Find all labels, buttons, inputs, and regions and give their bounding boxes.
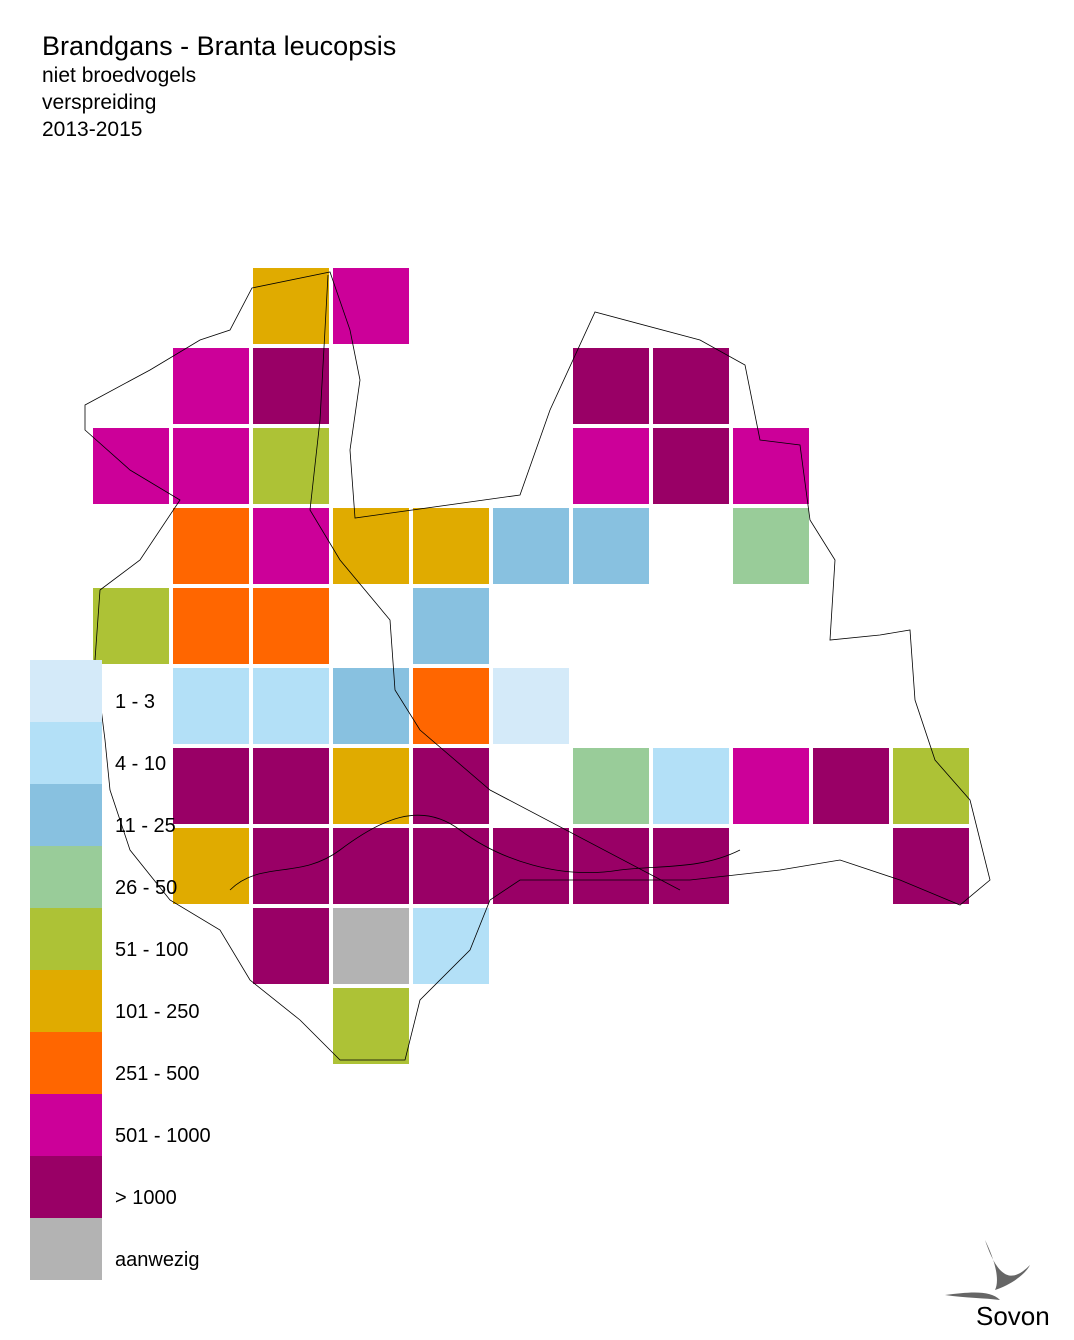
grid-cell — [653, 428, 729, 504]
grid-cell — [173, 828, 249, 904]
grid-cell — [333, 908, 409, 984]
grid-cell — [173, 588, 249, 664]
legend-label: aanwezig — [115, 1249, 200, 1271]
legend-swatch — [30, 1156, 102, 1218]
grid-cell — [573, 508, 649, 584]
legend-label: 11 - 25 — [115, 815, 176, 837]
grid-cell — [413, 588, 489, 664]
grid-cell — [573, 748, 649, 824]
legend-swatch — [30, 970, 102, 1032]
legend: 1 - 3 4 - 10 11 - 25 26 - 50 51 - 100 101 - 2… — [30, 660, 211, 1280]
grid-cell — [173, 748, 249, 824]
grid-cell — [253, 828, 329, 904]
grid-cell — [93, 588, 169, 664]
legend-swatch — [30, 1218, 102, 1280]
grid-cell — [173, 428, 249, 504]
grid-cell — [253, 668, 329, 744]
grid-cell — [653, 748, 729, 824]
grid-cell — [573, 428, 649, 504]
legend-label: 501 - 1000 — [115, 1125, 211, 1147]
grid-cell — [493, 508, 569, 584]
logo-bird — [945, 1240, 1030, 1300]
legend-swatch — [30, 1094, 102, 1156]
grid-cell — [493, 668, 569, 744]
grid-cell — [253, 588, 329, 664]
canal — [309, 274, 681, 891]
grid-cells — [93, 268, 969, 1064]
grid-cell — [173, 508, 249, 584]
grid-cell — [893, 828, 969, 904]
grid-cell — [733, 748, 809, 824]
grid-cell — [413, 748, 489, 824]
river — [229, 814, 741, 891]
legend-label: 26 - 50 — [115, 877, 177, 899]
legend-swatch — [30, 908, 102, 970]
legend-label: 4 - 10 — [115, 753, 166, 775]
legend-swatch — [30, 722, 102, 784]
grid-cell — [333, 748, 409, 824]
grid-cell — [733, 508, 809, 584]
grid-cell — [253, 508, 329, 584]
grid-cell — [813, 748, 889, 824]
legend-swatch — [30, 784, 102, 846]
legend-swatch — [30, 1032, 102, 1094]
subtitle: niet broedvogels — [42, 64, 196, 87]
grid-cell — [653, 828, 729, 904]
province-outline — [84, 271, 991, 1061]
title: Brandgans - Branta leucopsis — [42, 31, 396, 61]
grid-cell — [333, 988, 409, 1064]
grid-cell — [653, 348, 729, 424]
grid-cell — [893, 748, 969, 824]
grid-cell — [733, 428, 809, 504]
grid-cell — [333, 508, 409, 584]
grid-cell — [253, 748, 329, 824]
legend-label: 1 - 3 — [115, 691, 155, 713]
legend-swatch — [30, 846, 102, 908]
subtitle: verspreiding — [42, 91, 156, 114]
grid-cell — [413, 828, 489, 904]
grid-cell — [333, 828, 409, 904]
logo-text: Sovon — [976, 1301, 1050, 1331]
grid-cell — [93, 428, 169, 504]
grid-cell — [253, 428, 329, 504]
grid-cell — [253, 908, 329, 984]
legend-label: > 1000 — [115, 1187, 177, 1209]
grid-cell — [573, 348, 649, 424]
grid-cell — [253, 348, 329, 424]
grid-cell — [413, 508, 489, 584]
legend-swatch — [30, 660, 102, 722]
subtitle: 2013-2015 — [42, 118, 142, 141]
grid-cell — [333, 268, 409, 344]
legend-label: 51 - 100 — [115, 939, 188, 961]
legend-label: 251 - 500 — [115, 1063, 200, 1085]
grid-cell — [493, 828, 569, 904]
grid-cell — [253, 268, 329, 344]
grid-cell — [413, 668, 489, 744]
grid-cell — [413, 908, 489, 984]
grid-cell — [173, 668, 249, 744]
grid-cell — [173, 348, 249, 424]
grid-cell — [333, 668, 409, 744]
legend-label: 101 - 250 — [115, 1001, 200, 1023]
